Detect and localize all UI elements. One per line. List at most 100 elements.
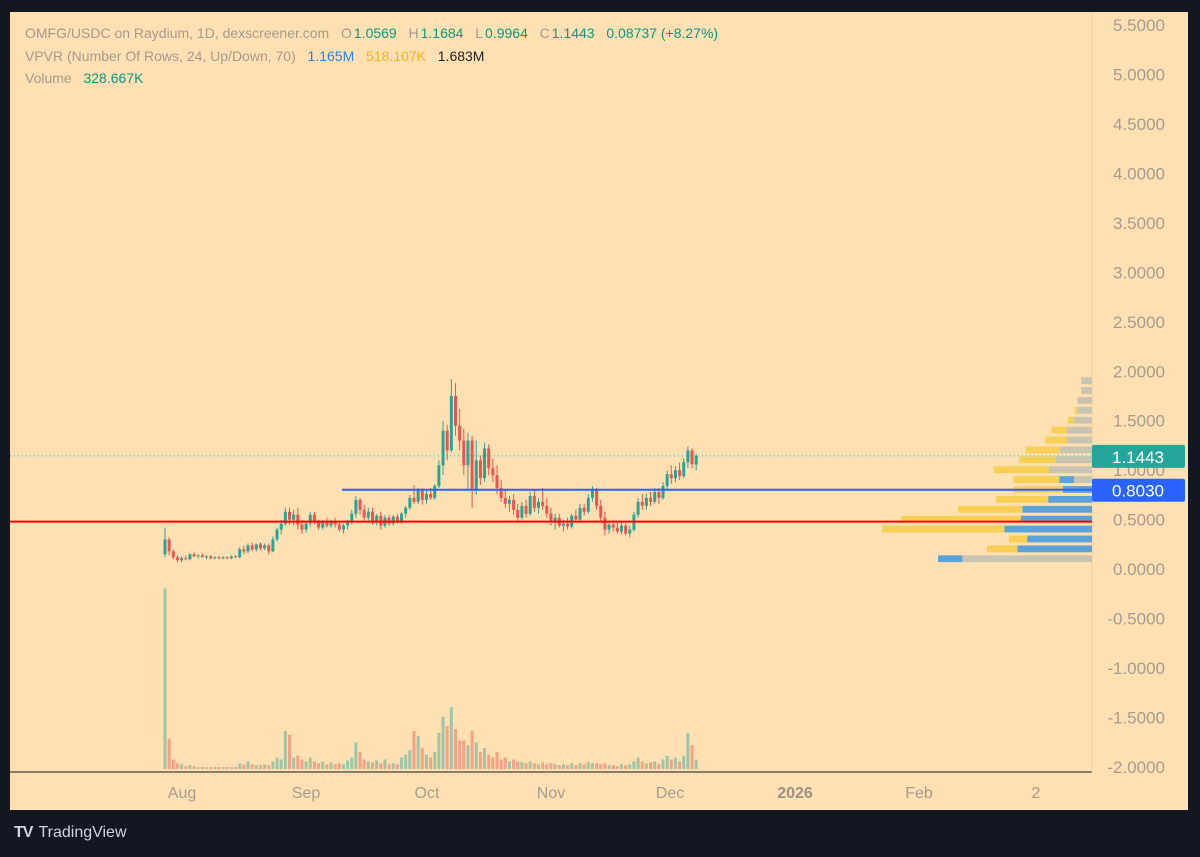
volume-bar xyxy=(528,761,532,769)
y-tick-label: -1.0000 xyxy=(1107,659,1165,678)
vpvr-bar-down xyxy=(993,466,1049,474)
candle-body xyxy=(466,440,470,466)
volume-bar xyxy=(333,764,337,769)
volume-bar xyxy=(669,759,673,769)
volume-bar xyxy=(429,757,433,769)
x-tick-label: Nov xyxy=(537,785,565,802)
tradingview-logo-icon: TV xyxy=(14,824,33,841)
volume-bar xyxy=(395,764,399,769)
candle-body xyxy=(437,465,441,487)
vpvr-bar-down xyxy=(1019,456,1056,464)
volume-bar xyxy=(690,745,694,769)
volume-bar xyxy=(329,762,333,769)
vpvr-bar-neutral xyxy=(1077,406,1092,414)
volume-bar xyxy=(590,763,594,769)
candle-body xyxy=(636,501,640,515)
resistance-price-label: 0.8030 xyxy=(1112,482,1164,501)
candlestick-chart[interactable]: 5.5000 5.0000 4.5000 4.0000 3.5000 3.0000 2.50… xyxy=(10,12,1188,810)
candle-body xyxy=(449,396,453,451)
vpvr-bar-down xyxy=(882,525,1005,533)
volume-bar xyxy=(507,761,511,769)
volume-bar xyxy=(516,761,520,769)
vpvr-bar-neutral xyxy=(1059,446,1092,454)
y-tick-label: 4.0000 xyxy=(1113,164,1165,183)
last-price-label: 1.1443 xyxy=(1112,448,1164,467)
candle-body xyxy=(234,556,238,558)
volume-bar xyxy=(549,763,553,769)
candle-body xyxy=(495,475,499,489)
volume-bar xyxy=(325,764,329,769)
candle-body xyxy=(371,511,374,522)
volume-bar xyxy=(238,763,242,769)
volume-bar xyxy=(441,716,445,769)
candle-body xyxy=(200,555,204,558)
volume-bar xyxy=(632,761,636,769)
volume-bar xyxy=(229,767,233,769)
volume-bar xyxy=(188,765,192,769)
ohlc-legend: OMFG/USDC on Raydium, 1D, dexscreener.co… xyxy=(25,25,720,41)
volume-bar xyxy=(424,754,428,769)
vpvr-bar-down xyxy=(1025,446,1060,454)
candle-body xyxy=(649,497,653,502)
x-tick-label: Oct xyxy=(415,785,440,802)
x-tick-label: Dec xyxy=(656,785,684,802)
candle-body xyxy=(607,524,611,530)
pair-title: OMFG/USDC on Raydium, 1D, dexscreener.co… xyxy=(25,25,330,41)
candle-body xyxy=(300,524,304,530)
candle-body xyxy=(653,491,657,502)
high-label: H xyxy=(408,25,419,41)
volume-bar xyxy=(657,764,661,769)
candle-body xyxy=(582,507,586,512)
candle-body xyxy=(354,499,358,514)
volume-bar xyxy=(366,761,370,769)
volume-bar xyxy=(649,762,653,769)
y-tick-label: 0.5000 xyxy=(1113,511,1165,530)
tradingview-brand[interactable]: TV TradingView xyxy=(14,824,127,842)
volume-bar xyxy=(458,740,462,769)
candle-body xyxy=(192,554,196,557)
vpvr-bar-neutral xyxy=(1081,377,1092,385)
volume-bar xyxy=(578,763,582,769)
y-tick-label: 5.0000 xyxy=(1113,65,1165,84)
candle-body xyxy=(441,430,445,466)
brand-name: TradingView xyxy=(38,824,127,841)
candle-body xyxy=(395,516,399,522)
candle-body xyxy=(271,539,275,552)
vpvr-bar-neutral xyxy=(962,555,1092,563)
candle-body xyxy=(246,545,250,552)
volume-bar xyxy=(566,765,570,769)
vpvr-bar-up xyxy=(1020,515,1092,523)
candle-body xyxy=(665,474,669,487)
volume-bar xyxy=(288,734,291,769)
vpvr-bar-down xyxy=(958,505,1023,513)
y-tick-label: -2.0000 xyxy=(1107,758,1165,777)
candle-body xyxy=(213,557,217,559)
y-tick-label: 1.5000 xyxy=(1113,412,1165,431)
volume-bar xyxy=(416,735,420,769)
volume-bar xyxy=(242,764,246,769)
candle-body xyxy=(524,505,528,514)
x-tick-label: Aug xyxy=(168,785,196,802)
candle-body xyxy=(507,499,511,504)
volume-bar xyxy=(304,761,308,769)
volume-bar xyxy=(582,764,586,769)
volume-bar xyxy=(163,588,167,769)
candle-body xyxy=(694,455,698,465)
volume-bar xyxy=(358,751,362,769)
candle-body xyxy=(561,523,565,526)
volume-bar xyxy=(644,763,648,769)
candle-body xyxy=(308,514,312,524)
volume-bar xyxy=(354,742,358,769)
candle-body xyxy=(590,489,594,498)
vpvr-bar-down xyxy=(1067,416,1074,424)
candle-body xyxy=(312,514,316,522)
low-value: 0.9964 xyxy=(485,25,528,41)
candle-body xyxy=(167,539,171,552)
chart-panel[interactable]: 5.5000 5.0000 4.5000 4.0000 3.5000 3.0000 2.50… xyxy=(10,12,1188,810)
candle-body xyxy=(163,539,167,555)
volume-bar xyxy=(678,761,682,769)
volume-bar xyxy=(375,760,379,769)
volume-bar xyxy=(574,765,578,769)
vpvr-bar-down xyxy=(1013,476,1060,483)
volume-bar xyxy=(283,731,287,769)
